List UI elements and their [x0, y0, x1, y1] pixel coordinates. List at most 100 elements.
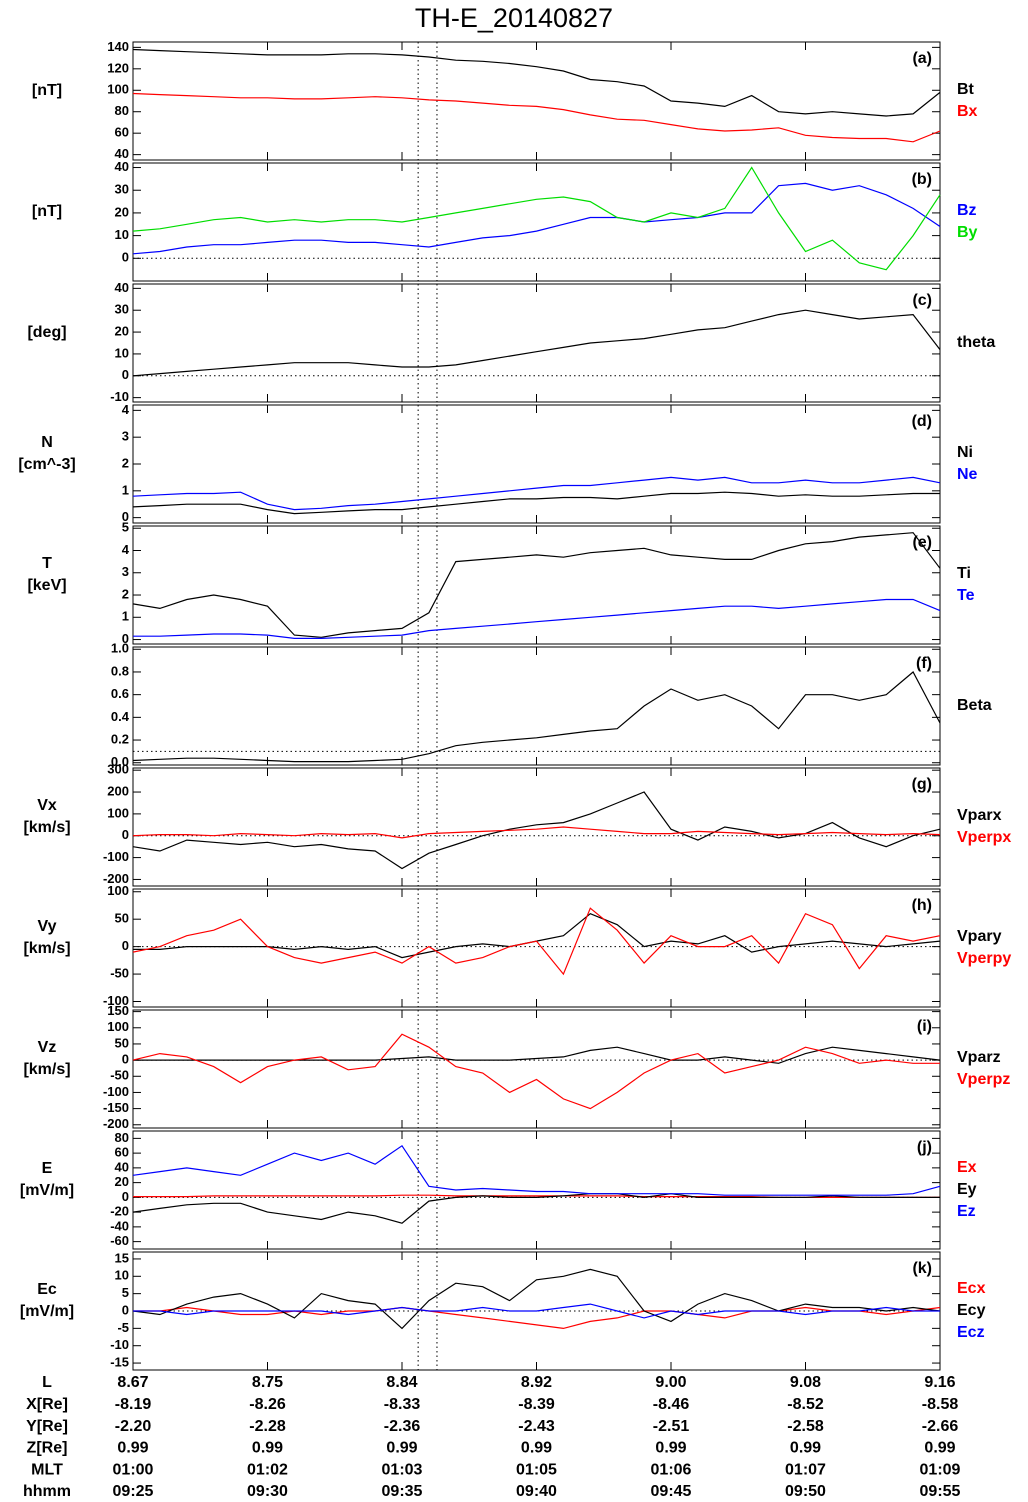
y-tick-label: 0.0	[111, 754, 129, 769]
y-tick-label: -20	[110, 1204, 129, 1219]
legend-entry: theta	[957, 334, 995, 351]
legend-entry: Ecz	[957, 1324, 985, 1341]
series-line	[132, 491, 940, 515]
y-axis-label: Vx	[37, 797, 57, 814]
ephemeris-value: 0.99	[117, 1440, 148, 1457]
ephemeris-value: 09:55	[920, 1483, 961, 1500]
y-tick-label: 0	[122, 938, 129, 953]
legend-entry: Ni	[957, 444, 973, 461]
y-tick-label: 1	[122, 609, 129, 624]
ephemeris-value: 8.84	[386, 1374, 417, 1391]
y-axis-label: [deg]	[27, 324, 66, 341]
series-line	[132, 791, 941, 870]
legend-entry: Beta	[957, 697, 992, 714]
y-axis-label: Vy	[38, 918, 57, 935]
ephemeris-value: 09:40	[516, 1483, 557, 1500]
y-tick-label: -15	[110, 1354, 129, 1369]
series-line	[132, 92, 941, 143]
y-axis-label: T	[42, 555, 52, 572]
y-tick-label: 300	[107, 762, 129, 777]
series-line	[133, 1306, 941, 1330]
y-tick-label: 0	[122, 1302, 129, 1317]
ephemeris-value: -8.52	[787, 1396, 824, 1413]
y-tick-label: 5	[122, 1285, 129, 1300]
ephemeris-value: 8.92	[521, 1374, 552, 1391]
series-line	[132, 1144, 941, 1196]
ephemeris-label: X[Re]	[26, 1396, 68, 1413]
y-tick-label: 0	[122, 250, 129, 265]
series-line	[132, 309, 941, 377]
y-tick-label: 0	[122, 1189, 129, 1204]
series-line	[132, 166, 941, 271]
y-tick-label: 30	[115, 182, 129, 197]
y-tick-label: 10	[115, 345, 129, 360]
y-tick-label: 5	[122, 520, 129, 535]
y-tick-label: 0.6	[111, 686, 129, 701]
ephemeris-value: -8.33	[384, 1396, 421, 1413]
legend-entry: Vperpx	[957, 829, 1011, 846]
legend-entry: Bz	[957, 202, 977, 219]
y-axis-label: [mV/m]	[20, 1303, 74, 1320]
y-tick-label: 80	[115, 1130, 129, 1145]
y-tick-label: 50	[115, 911, 129, 926]
ephemeris-value: 0.99	[924, 1440, 955, 1457]
y-axis-label: [nT]	[32, 82, 62, 99]
ephemeris-value: 0.99	[655, 1440, 686, 1457]
plot-frame	[132, 525, 941, 645]
ephemeris-value: 01:06	[651, 1461, 692, 1478]
y-axis-label: [cm^-3]	[18, 456, 75, 473]
ephemeris-value: -2.51	[653, 1418, 690, 1435]
legend-entry: Bx	[957, 103, 978, 120]
y-tick-label: -100	[103, 993, 129, 1008]
legend-entry: Te	[957, 587, 975, 604]
y-tick-label: 40	[115, 146, 129, 161]
ephemeris-value: 09:50	[785, 1483, 826, 1500]
legend-entry: Ti	[957, 565, 971, 582]
y-tick-label: 0	[122, 1052, 129, 1067]
y-axis-label: Vz	[38, 1039, 57, 1056]
series-line	[133, 1046, 941, 1064]
y-tick-label: 3	[122, 564, 129, 579]
y-tick-label: 0.8	[111, 663, 129, 678]
panel-label: (c)	[912, 292, 932, 309]
legend-entry: Vperpz	[957, 1071, 1010, 1088]
y-axis-label: [km/s]	[23, 940, 70, 957]
ephemeris-value: -8.58	[922, 1396, 959, 1413]
ephemeris-value: 01:07	[785, 1461, 826, 1478]
y-tick-label: 4	[122, 542, 130, 557]
ephemeris-value: 0.99	[386, 1440, 417, 1457]
series-line	[132, 1268, 941, 1330]
y-tick-label: 40	[115, 280, 129, 295]
y-tick-label: 80	[115, 103, 129, 118]
plot-frame	[132, 767, 941, 887]
series-line	[132, 907, 941, 976]
ephemeris-value: 9.00	[655, 1374, 686, 1391]
ephemeris-value: 09:30	[247, 1483, 288, 1500]
y-tick-label: 10	[115, 1268, 129, 1283]
legend-entry: Ecx	[957, 1280, 986, 1297]
panel-label: (f)	[916, 655, 932, 672]
y-tick-label: 100	[107, 82, 129, 97]
y-tick-label: -50	[110, 1068, 129, 1083]
legend-entry: Ez	[957, 1203, 976, 1220]
y-tick-label: 10	[115, 227, 129, 242]
y-tick-label: 2	[122, 455, 129, 470]
legend-entry: Vparx	[957, 807, 1002, 824]
y-tick-label: 15	[115, 1250, 129, 1265]
y-tick-label: 0	[122, 509, 129, 524]
y-tick-label: 1	[122, 482, 129, 497]
panel-label: (d)	[912, 413, 932, 430]
ephemeris-label: hhmm	[23, 1483, 71, 1500]
series-line	[132, 476, 941, 511]
series-line	[132, 182, 941, 255]
ephemeris-label: L	[42, 1374, 52, 1391]
y-tick-label: 4	[122, 402, 130, 417]
ephemeris-value: 01:02	[247, 1461, 288, 1478]
ephemeris-value: 01:05	[516, 1461, 557, 1478]
ephemeris-value: 0.99	[790, 1440, 821, 1457]
y-tick-label: -5	[117, 1320, 129, 1335]
y-tick-label: 30	[115, 302, 129, 317]
y-axis-label: E	[42, 1160, 53, 1177]
y-tick-label: 1.0	[111, 641, 129, 656]
